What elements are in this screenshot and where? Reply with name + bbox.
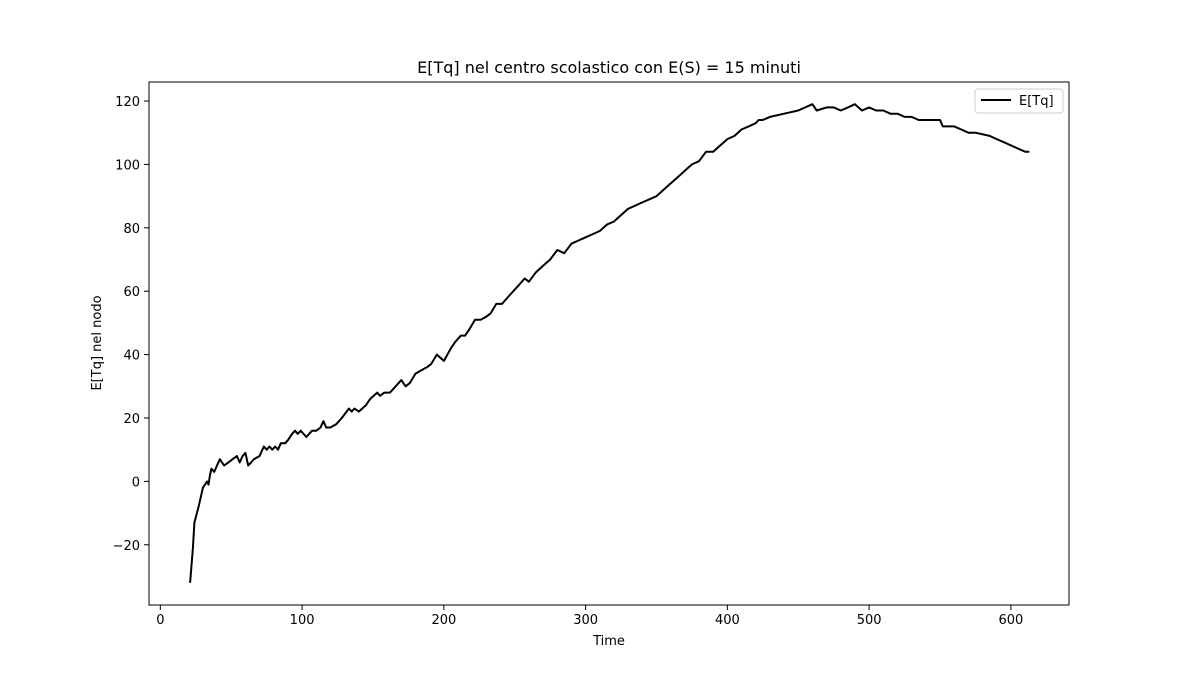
legend-entry-etq: E[Tq] [1019, 94, 1054, 109]
x-tick-label: 400 [715, 613, 740, 628]
plot-frame [148, 81, 1070, 606]
legend-box [974, 88, 1064, 114]
x-tick-label: 100 [290, 613, 315, 628]
legend: E[Tq] [974, 88, 1064, 114]
x-tick-label: 0 [156, 613, 164, 628]
y-axis-label: E[Tq] nel nodo [90, 295, 105, 390]
series-line-etq [189, 103, 1030, 583]
x-axis-label: Time [592, 634, 625, 649]
x-tick-label: 600 [998, 613, 1023, 628]
x-axis: 0 100 200 300 400 500 600 [156, 605, 1023, 628]
y-tick-label: 100 [115, 158, 140, 173]
y-axis: −20 0 20 40 60 80 100 120 [113, 95, 149, 554]
y-tick-label: 0 [132, 475, 140, 490]
y-tick-label: 60 [123, 285, 140, 300]
y-tick-label: −20 [113, 539, 140, 554]
x-tick-label: 500 [857, 613, 882, 628]
y-tick-label: 80 [123, 222, 140, 237]
x-tick-label: 300 [573, 613, 598, 628]
x-tick-label: 200 [431, 613, 456, 628]
plot-area [189, 103, 1030, 583]
chart-title: E[Tq] nel centro scolastico con E(S) = 1… [417, 58, 801, 77]
y-tick-label: 120 [115, 95, 140, 110]
y-tick-label: 40 [123, 349, 140, 364]
y-tick-label: 20 [123, 412, 140, 427]
